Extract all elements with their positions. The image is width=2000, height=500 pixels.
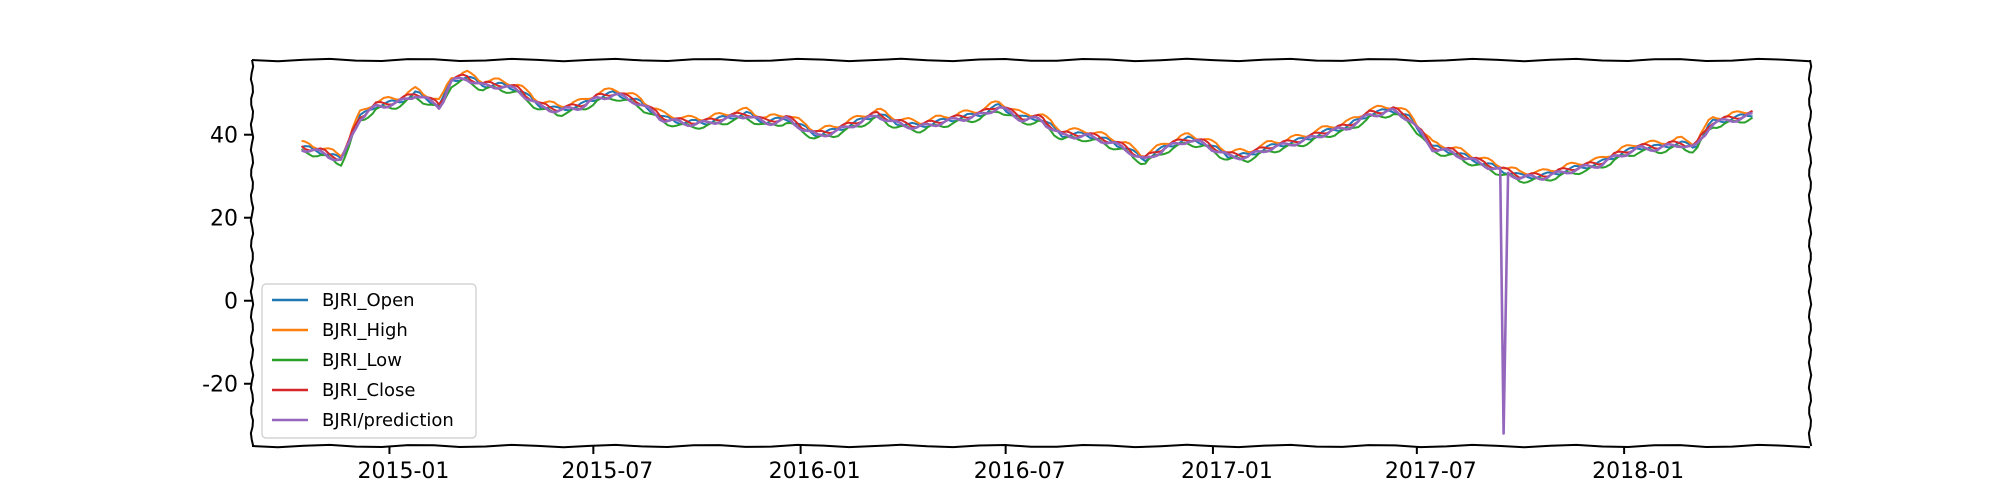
x-tick-label: 2016-07 <box>974 459 1066 484</box>
x-tick-label: 2016-01 <box>769 459 861 484</box>
x-tick-label: 2017-01 <box>1181 459 1273 484</box>
x-tick-label: 2015-01 <box>357 459 449 484</box>
legend-label: BJRI_Open <box>322 290 415 311</box>
x-tick-label: 2015-07 <box>561 459 653 484</box>
series-layer <box>300 69 1754 435</box>
legend-label: BJRI_Low <box>322 350 402 371</box>
y-tick-label: 40 <box>210 124 238 149</box>
frame-left <box>249 59 255 447</box>
legend: BJRI_Open BJRI_High BJRI_Low BJRI_Close BJRI… <box>261 283 477 439</box>
y-tick-label: 20 <box>210 207 238 232</box>
legend-label: BJRI_Close <box>322 380 416 401</box>
legend-label: BJRI_High <box>322 320 408 341</box>
legend-box <box>261 283 477 439</box>
frame-top <box>251 57 1811 63</box>
x-tick-label: 2018-01 <box>1592 459 1684 484</box>
frame-right <box>1807 59 1813 447</box>
series-line-bjri-high <box>301 69 1753 176</box>
x-axis: 2015-01 2015-07 2016-01 2016-07 2017-01 2017-… <box>357 446 1684 484</box>
y-axis: 40 20 0 -20 <box>202 124 252 398</box>
plot-frame <box>249 57 1813 449</box>
series-line-bjri-prediction <box>301 76 1753 435</box>
x-tick-label: 2017-07 <box>1385 459 1477 484</box>
y-tick-label: -20 <box>202 373 238 398</box>
series-line-bjri-low <box>300 78 1754 184</box>
series-line-bjri-close <box>300 73 1754 179</box>
y-tick-label: 0 <box>224 290 238 315</box>
legend-label: BJRI/prediction <box>322 410 454 431</box>
frame-bottom <box>251 443 1811 449</box>
